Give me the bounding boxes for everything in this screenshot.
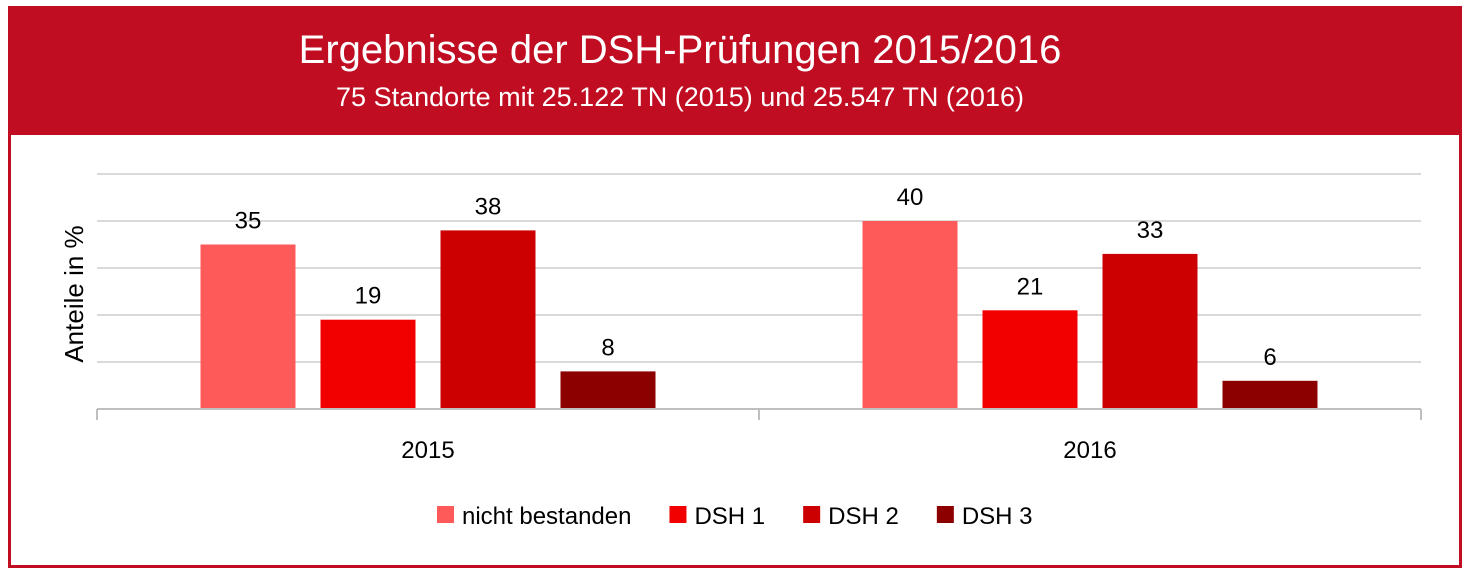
title-banner: Ergebnisse der DSH-Prüfungen 2015/2016 7…	[11, 9, 1459, 135]
legend-label: DSH 2	[828, 503, 899, 530]
data-label: 21	[1017, 273, 1044, 300]
legend-swatch	[437, 506, 454, 523]
data-label: 8	[601, 334, 614, 361]
x-tick-label: 2015	[401, 437, 454, 464]
data-label: 19	[355, 283, 382, 310]
bar	[1222, 380, 1318, 409]
data-label: 35	[235, 208, 262, 235]
legend-label: DSH 1	[694, 503, 765, 530]
data-label: 6	[1263, 344, 1276, 371]
bar	[862, 221, 958, 409]
chart-frame: Ergebnisse der DSH-Prüfungen 2015/2016 7…	[8, 6, 1462, 568]
chart-subtitle: 75 Standorte mit 25.122 TN (2015) und 25…	[336, 82, 1024, 112]
chart-title: Ergebnisse der DSH-Prüfungen 2015/2016	[298, 28, 1062, 72]
x-tick-label: 2016	[1063, 437, 1116, 464]
bar	[982, 310, 1078, 409]
bar	[1102, 253, 1198, 409]
bar	[320, 319, 416, 409]
data-label: 33	[1137, 217, 1164, 244]
bar	[560, 371, 656, 409]
data-label: 40	[897, 184, 924, 211]
y-axis-label: Anteile in %	[59, 225, 89, 362]
legend-label: DSH 3	[962, 503, 1033, 530]
bar	[440, 230, 536, 409]
legend-swatch	[803, 506, 821, 523]
legend-swatch	[936, 506, 954, 523]
bar	[200, 244, 296, 409]
data-label: 38	[475, 193, 502, 220]
legend-swatch	[669, 506, 687, 523]
legend-label: nicht bestanden	[462, 503, 631, 530]
